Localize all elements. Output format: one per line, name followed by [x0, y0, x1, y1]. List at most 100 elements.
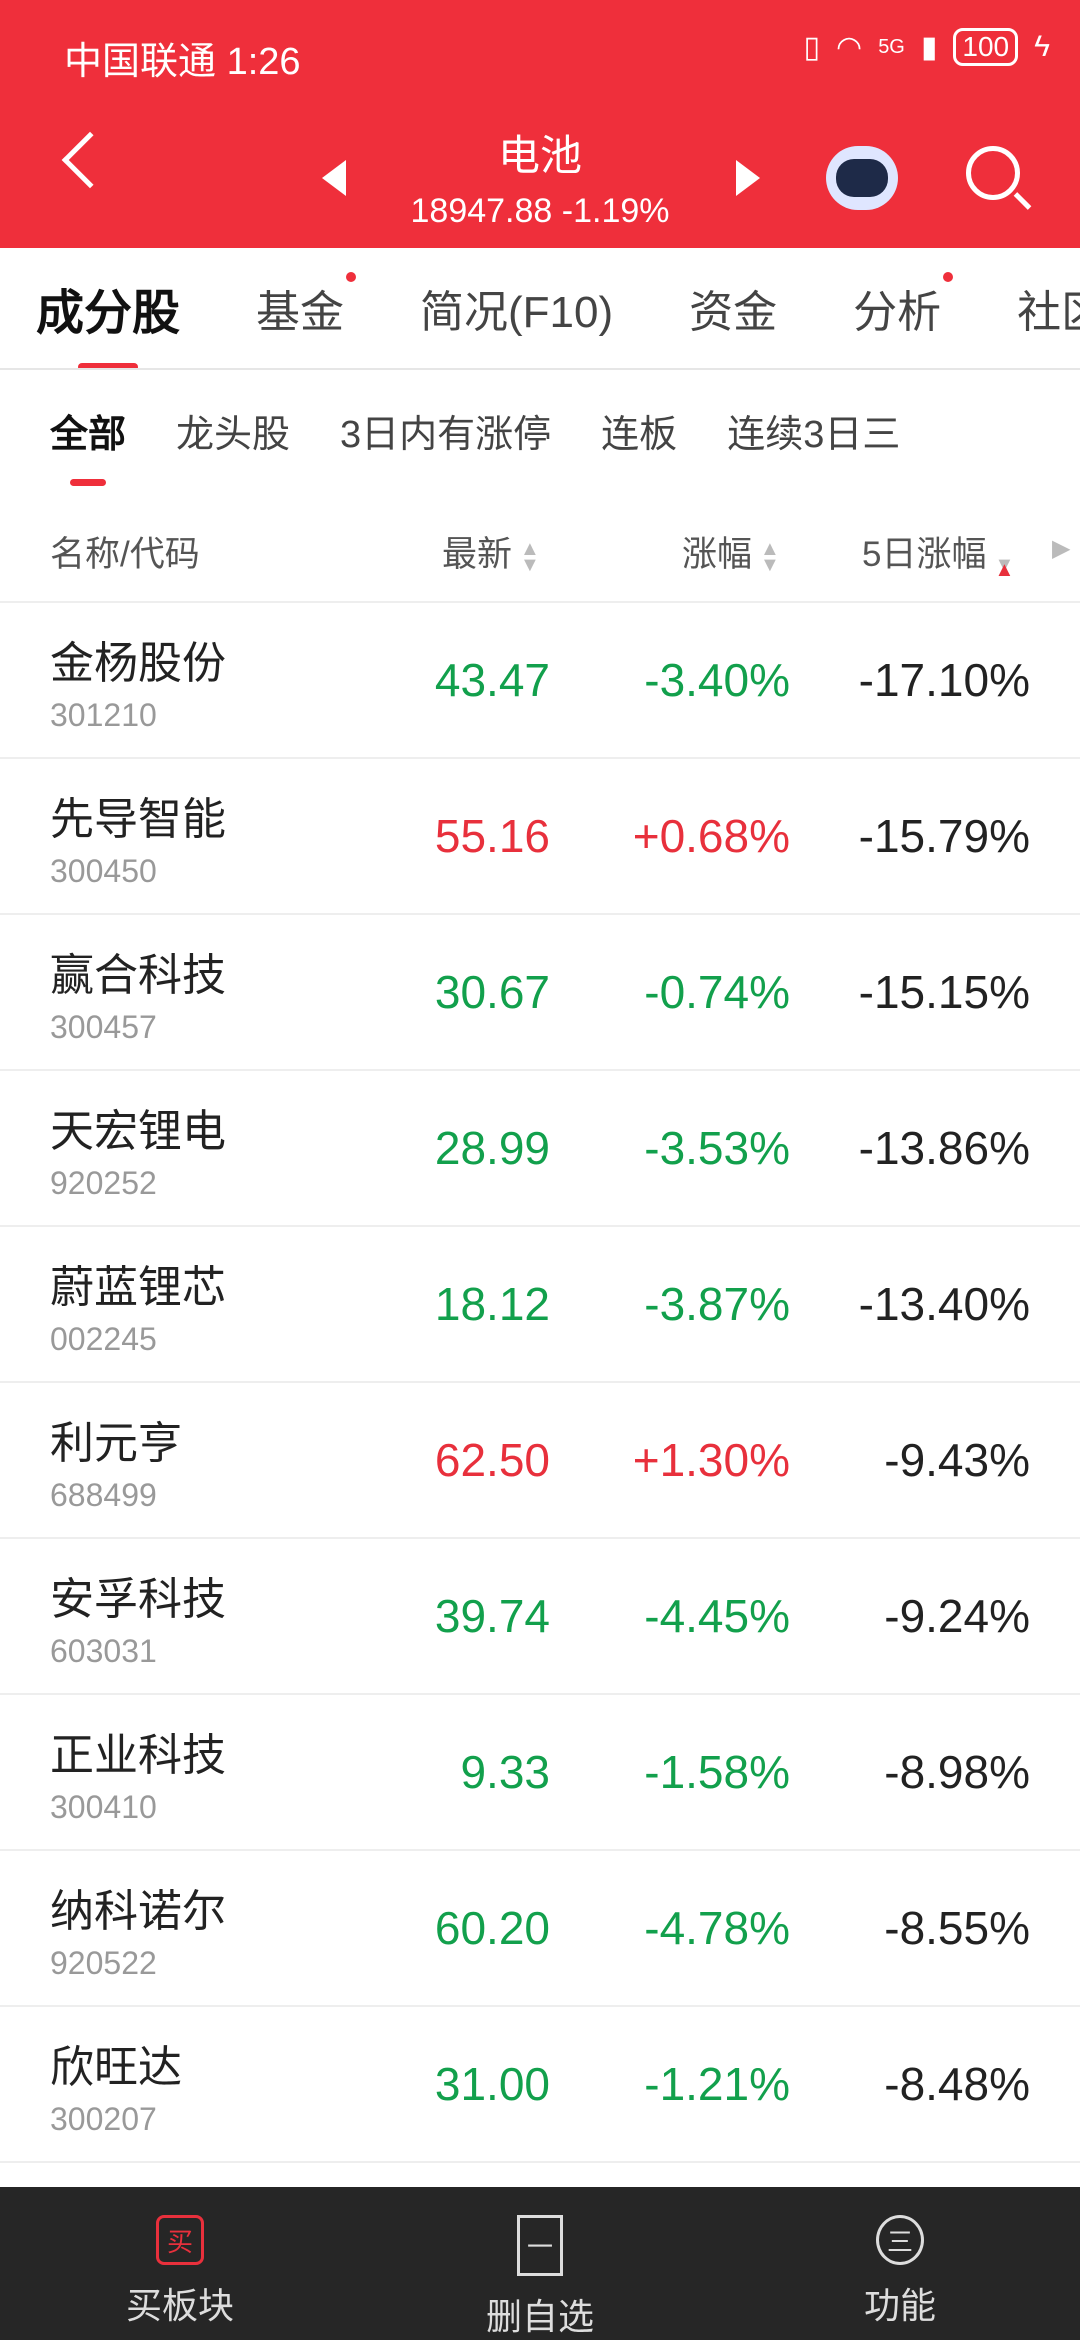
- table-row[interactable]: 欣旺达 300207 31.00 -1.21% -8.48%: [0, 2007, 1080, 2163]
- stock-name: 先导智能: [50, 795, 226, 844]
- latest-price: 31.00: [434, 2058, 550, 2110]
- sector-value: 18947.88: [410, 192, 553, 230]
- sort-desc-icon: ▲ ▼: [994, 553, 1015, 581]
- col-label: 5日涨幅: [862, 535, 987, 574]
- sector-change: -1.19%: [561, 192, 670, 230]
- change-5d-pct: -9.43%: [884, 1434, 1030, 1486]
- search-icon[interactable]: [966, 146, 1020, 200]
- col-label: 最新: [442, 535, 513, 574]
- latest-price: 30.67: [434, 966, 550, 1018]
- nav-label: 功能: [863, 2285, 936, 2326]
- buy-sector-button[interactable]: 买买板块: [0, 2187, 360, 2340]
- robot-assistant-icon[interactable]: [826, 146, 898, 210]
- change-pct: -3.87%: [644, 1278, 790, 1330]
- main-tabs: 成分股 基金 简况(F10) 资金 分析 社区: [0, 248, 1080, 370]
- change-5d-pct: -9.24%: [884, 1590, 1030, 1642]
- stock-code: 920252: [50, 1165, 157, 1201]
- change-pct: -1.58%: [644, 1746, 790, 1798]
- tab-constituents[interactable]: 成分股: [36, 273, 180, 368]
- filter-consecutive[interactable]: 连板: [601, 413, 678, 456]
- stock-code: 300450: [50, 853, 157, 889]
- functions-button[interactable]: 三功能: [720, 2187, 1080, 2340]
- filter-leaders[interactable]: 龙头股: [176, 413, 291, 456]
- network-label: 5G: [878, 35, 905, 58]
- latest-price: 62.50: [434, 1434, 550, 1486]
- sort-icon: ▲ ▼: [520, 537, 540, 576]
- table-row[interactable]: 赢合科技 300457 30.67 -0.74% -15.15%: [0, 915, 1080, 1071]
- sort-icon: ▲ ▼: [760, 537, 780, 576]
- stock-name: 正业科技: [50, 1731, 226, 1780]
- col-change[interactable]: 涨幅 ▲ ▼: [682, 526, 780, 577]
- latest-price: 55.16: [434, 810, 550, 862]
- table-row[interactable]: 天宏锂电 920252 28.99 -3.53% -13.86%: [0, 1071, 1080, 1227]
- tab-label: 基金: [256, 288, 345, 337]
- tab-capital[interactable]: 资金: [689, 288, 778, 337]
- status-carrier-time: 中国联通 1:26: [64, 30, 301, 85]
- latest-price: 18.12: [434, 1278, 550, 1330]
- table-row[interactable]: 纳科诺尔 920522 60.20 -4.78% -8.55%: [0, 1851, 1080, 2007]
- next-sector-button[interactable]: [736, 160, 760, 196]
- change-pct: +1.30%: [632, 1434, 790, 1486]
- stock-code: 688499: [50, 1477, 157, 1513]
- latest-price: 39.74: [434, 1590, 550, 1642]
- table-row[interactable]: 安孚科技 603031 39.74 -4.45% -9.24%: [0, 1539, 1080, 1695]
- table-row[interactable]: 金杨股份 301210 43.47 -3.40% -17.10%: [0, 603, 1080, 759]
- notification-dot: [346, 272, 357, 282]
- table-row[interactable]: 利元亨 688499 62.50 +1.30% -9.43%: [0, 1383, 1080, 1539]
- clock: 1:26: [226, 41, 301, 83]
- latest-price: 9.33: [460, 1746, 550, 1798]
- filter-all[interactable]: 全部: [50, 403, 126, 486]
- filter-consecutive-3d[interactable]: 连续3日三: [727, 413, 901, 456]
- table-row[interactable]: 正业科技 300410 9.33 -1.58% -8.98%: [0, 1695, 1080, 1851]
- stock-list: 金杨股份 301210 43.47 -3.40% -17.10% 先导智能 300…: [0, 603, 1080, 2163]
- battery-icon: 100: [953, 28, 1019, 66]
- minus-icon: 一: [517, 2215, 563, 2276]
- tab-funds[interactable]: 基金: [256, 272, 357, 340]
- stock-name: 安孚科技: [50, 1575, 226, 1624]
- nav-label: 买板块: [125, 2285, 234, 2326]
- change-5d-pct: -15.15%: [858, 966, 1030, 1018]
- col-name: 名称/代码: [50, 535, 200, 574]
- table-row[interactable]: 蔚蓝锂芯 002245 18.12 -3.87% -13.40%: [0, 1227, 1080, 1383]
- remove-watchlist-button[interactable]: 一删自选: [360, 2187, 720, 2340]
- charging-icon: ϟ: [1034, 30, 1050, 63]
- status-icons: ▯ ◠ 5G ▮ 100 ϟ: [803, 28, 1050, 66]
- change-5d-pct: -13.40%: [858, 1278, 1030, 1330]
- prev-sector-button[interactable]: [322, 160, 346, 196]
- col-latest[interactable]: 最新 ▲ ▼: [442, 526, 540, 577]
- signal-icon: ▮: [920, 30, 938, 64]
- change-5d-pct: -13.86%: [858, 1122, 1030, 1174]
- tab-analysis[interactable]: 分析: [853, 272, 954, 340]
- tab-overview[interactable]: 简况(F10): [420, 288, 614, 337]
- tab-community[interactable]: 社区: [1017, 288, 1080, 337]
- scroll-right-icon[interactable]: ▶: [1052, 535, 1071, 562]
- vibrate-icon: ▯: [803, 30, 820, 64]
- stock-code: 603031: [50, 1633, 157, 1669]
- stock-name: 纳科诺尔: [50, 1887, 226, 1936]
- change-pct: -3.53%: [644, 1122, 790, 1174]
- bottom-nav: 买买板块 一删自选 三功能: [0, 2187, 1080, 2340]
- col-change-5d[interactable]: 5日涨幅 ▲ ▼: [862, 526, 1015, 581]
- change-pct: -3.40%: [644, 654, 790, 706]
- filter-limit-up-3d[interactable]: 3日内有涨停: [340, 413, 552, 456]
- menu-icon: 三: [876, 2215, 924, 2265]
- table-row[interactable]: 先导智能 300450 55.16 +0.68% -15.79%: [0, 759, 1080, 915]
- sector-quote: 18947.88 -1.19%: [0, 192, 1080, 231]
- column-header: 名称/代码 最新 ▲ ▼ 涨幅 ▲ ▼ 5日涨幅 ▲ ▼ ▶: [0, 490, 1080, 603]
- notification-dot: [943, 272, 954, 282]
- change-5d-pct: -8.48%: [884, 2058, 1030, 2110]
- col-label: 涨幅: [682, 535, 753, 574]
- change-5d-pct: -8.98%: [884, 1746, 1030, 1798]
- stock-code: 920522: [50, 1945, 157, 1981]
- stock-code: 002245: [50, 1321, 157, 1357]
- stock-code: 301210: [50, 697, 157, 733]
- latest-price: 60.20: [434, 1902, 550, 1954]
- filter-tabs: 全部 龙头股 3日内有涨停 连板 连续3日三: [0, 370, 1080, 490]
- wifi-icon: ◠: [836, 30, 863, 64]
- change-5d-pct: -17.10%: [858, 654, 1030, 706]
- carrier: 中国联通: [64, 41, 217, 83]
- stock-name: 利元亨: [50, 1419, 182, 1468]
- change-pct: -4.78%: [644, 1902, 790, 1954]
- stock-name: 蔚蓝锂芯: [50, 1263, 226, 1312]
- tab-label: 分析: [853, 288, 942, 337]
